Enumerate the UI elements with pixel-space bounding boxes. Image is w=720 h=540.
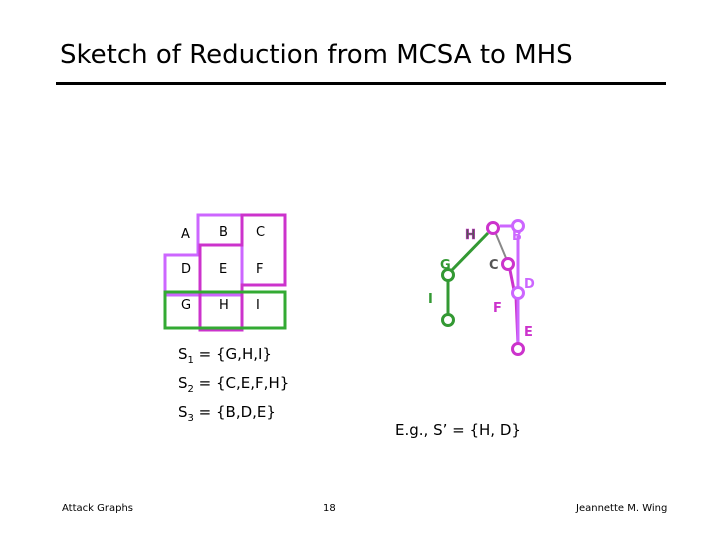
node-label-d: D — [524, 277, 535, 292]
title-rule — [56, 82, 666, 85]
node-label-e: E — [524, 325, 533, 340]
node-b — [511, 219, 525, 233]
node-label-i: I — [428, 292, 433, 307]
node-i — [441, 313, 455, 327]
slide-title: Sketch of Reduction from MCSA to MHS — [60, 40, 573, 70]
cell-b: B — [219, 225, 228, 240]
node-d — [511, 286, 525, 300]
cell-h: H — [219, 298, 229, 313]
edge-h-c — [495, 233, 507, 259]
footer-page-number: 18 — [323, 503, 336, 514]
cell-d: D — [181, 262, 192, 277]
cell-e: E — [219, 262, 228, 277]
cell-f: F — [256, 262, 264, 277]
set-s3: S3 = {B,D,E} — [178, 403, 276, 424]
node-h — [486, 221, 500, 235]
cell-i: I — [256, 298, 260, 313]
example-solution: E.g., S’ = {H, D} — [395, 421, 521, 439]
cell-c: C — [256, 225, 266, 240]
edge-h-g — [450, 231, 490, 272]
s1-outline — [163, 290, 287, 330]
node-label-b: B — [512, 229, 522, 244]
cell-a: A — [181, 227, 190, 242]
node-c — [501, 257, 515, 271]
node-label-h: H — [465, 228, 476, 243]
node-label-g: G — [440, 258, 451, 273]
node-g — [441, 268, 455, 282]
node-e — [511, 342, 525, 356]
set-s2: S2 = {C,E,F,H} — [178, 374, 290, 395]
footer-right: Jeannette M. Wing — [576, 503, 668, 514]
edge-c-f — [508, 269, 516, 291]
node-label-c: C — [489, 258, 499, 273]
cell-g: G — [181, 298, 192, 313]
s2-outline — [198, 213, 287, 332]
set-s1: S1 = {G,H,I} — [178, 345, 272, 366]
node-label-f: F — [493, 301, 502, 316]
footer-left: Attack Graphs — [62, 503, 133, 514]
